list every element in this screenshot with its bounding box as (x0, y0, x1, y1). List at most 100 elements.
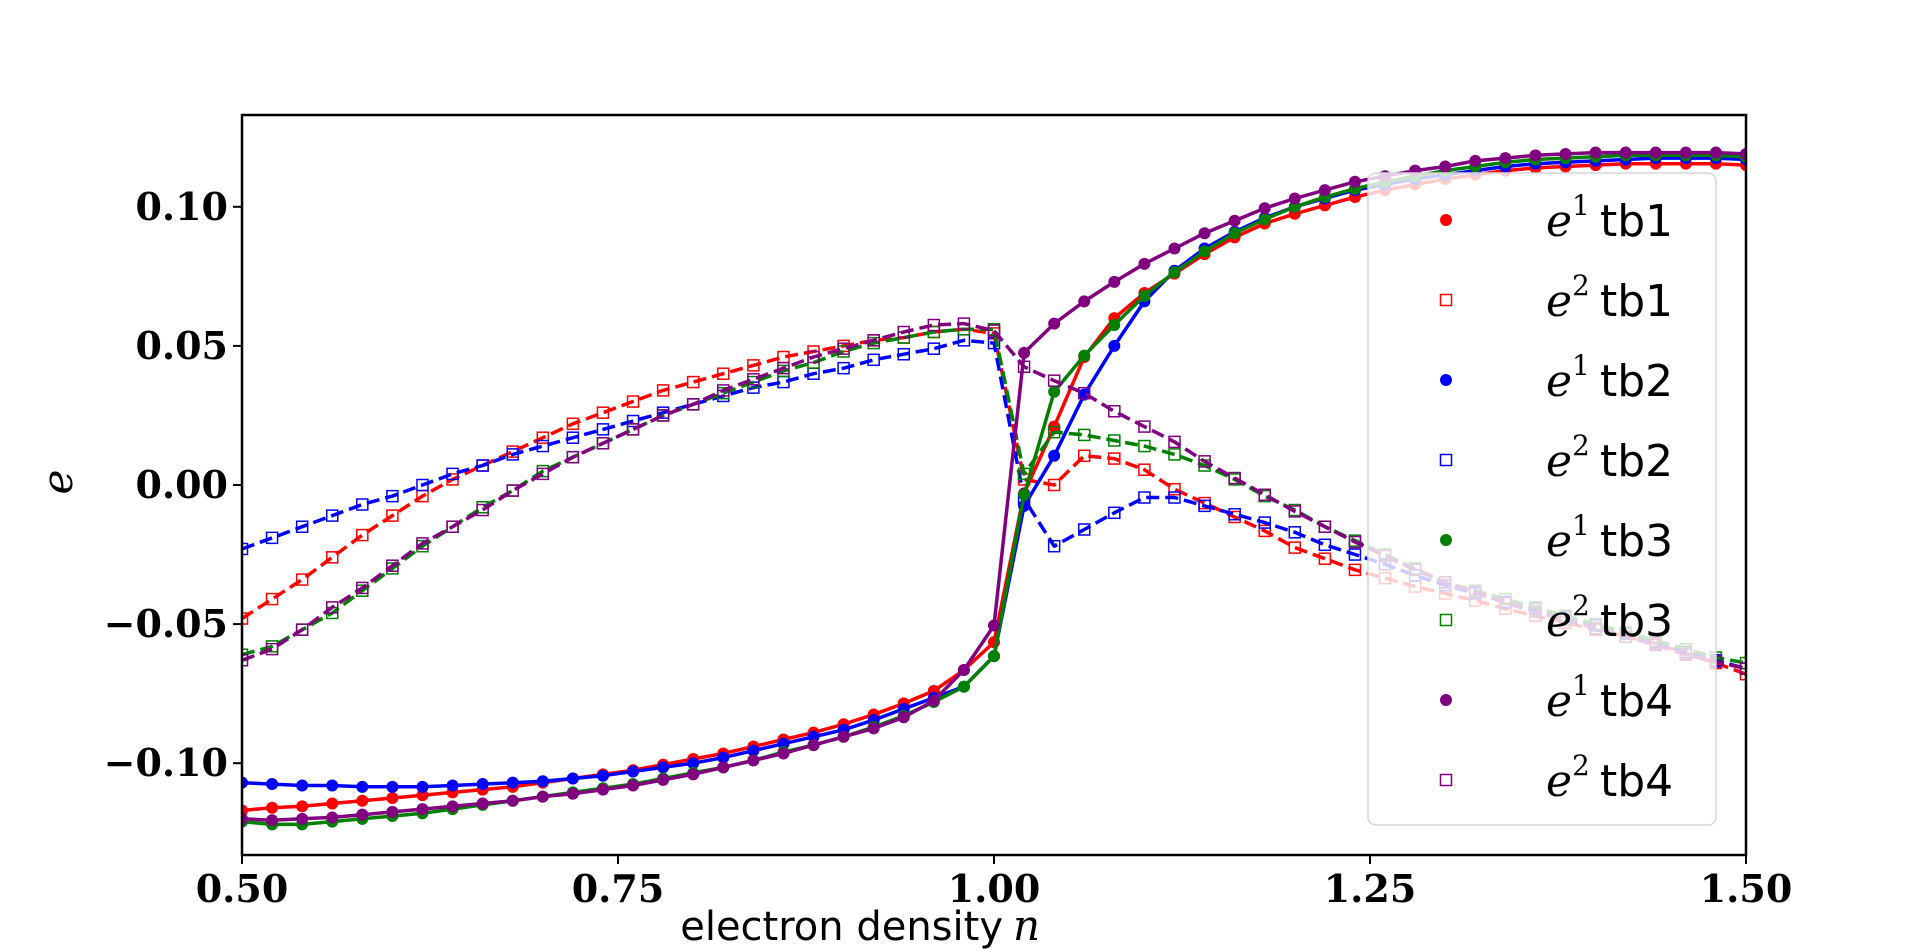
data-point (1198, 227, 1211, 240)
data-point (987, 324, 1001, 337)
data-point (1078, 388, 1091, 401)
data-point (416, 537, 429, 550)
data-point (326, 779, 339, 792)
data-point (1047, 374, 1061, 387)
legend-marker (1440, 374, 1452, 386)
data-point (988, 619, 1000, 632)
data-point (1679, 146, 1692, 159)
legend-item: e 1 tb1 (1440, 189, 1673, 247)
data-point (416, 803, 429, 816)
data-point (476, 459, 489, 472)
data-point (296, 779, 309, 792)
data-point (536, 790, 549, 803)
data-point (1048, 449, 1061, 462)
data-point (657, 761, 670, 774)
legend-item: e 1 tb3 (1440, 509, 1673, 567)
data-point (1138, 439, 1151, 453)
data-point (837, 730, 850, 743)
data-point (1469, 154, 1482, 167)
data-point (416, 478, 429, 492)
data-point (927, 694, 940, 707)
data-point (1619, 146, 1632, 159)
data-point (1318, 520, 1332, 533)
data-point (1168, 435, 1181, 449)
data-point (1047, 425, 1061, 439)
data-point (1108, 405, 1121, 418)
x-axis-label: electron density (680, 904, 1003, 950)
y-axis-label: e (33, 470, 82, 495)
data-point (295, 623, 309, 636)
data-point (1108, 452, 1121, 465)
legend-superscript: 1 (1572, 189, 1590, 222)
data-point (506, 448, 519, 461)
data-point (1258, 202, 1271, 215)
data-point (356, 528, 369, 542)
data-point (656, 384, 670, 397)
data-point (266, 801, 279, 814)
data-point (807, 739, 820, 752)
data-point (626, 414, 640, 428)
legend-item: e 2 tb3 (1439, 589, 1673, 647)
data-point (1078, 349, 1091, 362)
data-point (1318, 184, 1331, 197)
legend-item: e 2 tb1 (1439, 269, 1673, 327)
data-point (897, 347, 911, 361)
legend-item: e 1 tb4 (1440, 669, 1673, 727)
data-point (1228, 227, 1241, 240)
legend-symbol: e (1546, 356, 1572, 407)
data-point (1138, 491, 1151, 504)
data-point (386, 805, 399, 818)
data-point (386, 791, 399, 804)
data-point (1348, 563, 1362, 577)
data-point (386, 489, 399, 503)
data-point (416, 789, 429, 802)
data-point (295, 520, 309, 533)
y-tick-label: 0.10 (135, 184, 228, 229)
data-point (242, 776, 248, 789)
data-point (1168, 448, 1181, 461)
data-point (1018, 346, 1031, 359)
legend-superscript: 2 (1572, 749, 1590, 782)
data-point (242, 612, 249, 625)
y-tick-label: −0.10 (104, 740, 228, 785)
data-point (807, 730, 820, 743)
data-point (957, 317, 971, 330)
legend-marker (1440, 534, 1452, 546)
data-point (476, 503, 489, 517)
data-point (1108, 319, 1121, 332)
x-tick-label: 0.75 (572, 866, 665, 911)
data-point (446, 467, 459, 481)
data-point (506, 776, 519, 789)
data-point (536, 431, 550, 444)
data-point (1258, 524, 1271, 538)
data-point (1740, 147, 1746, 160)
data-point (627, 765, 640, 778)
data-point (596, 783, 609, 796)
data-point (1108, 506, 1121, 520)
data-point (1198, 245, 1211, 258)
legend-symbol: e (1546, 596, 1572, 647)
data-point (837, 361, 850, 375)
data-point (1168, 266, 1181, 279)
data-point (837, 342, 850, 355)
data-point (867, 722, 880, 735)
data-point (242, 654, 249, 667)
data-point (566, 787, 579, 800)
data-point (957, 664, 970, 676)
data-point (356, 794, 369, 807)
data-point (1078, 295, 1091, 308)
data-point (1138, 257, 1151, 270)
legend-box (1367, 172, 1717, 826)
data-point (626, 423, 640, 436)
legend-superscript: 2 (1572, 269, 1590, 302)
data-point (1077, 523, 1091, 536)
data-point (867, 353, 880, 367)
data-point (1138, 289, 1151, 302)
data-point (867, 334, 880, 347)
legend-marker (1439, 773, 1453, 787)
data-point (242, 812, 248, 825)
data-point (1017, 467, 1031, 481)
data-point (1168, 482, 1181, 496)
data-point (1318, 552, 1332, 565)
